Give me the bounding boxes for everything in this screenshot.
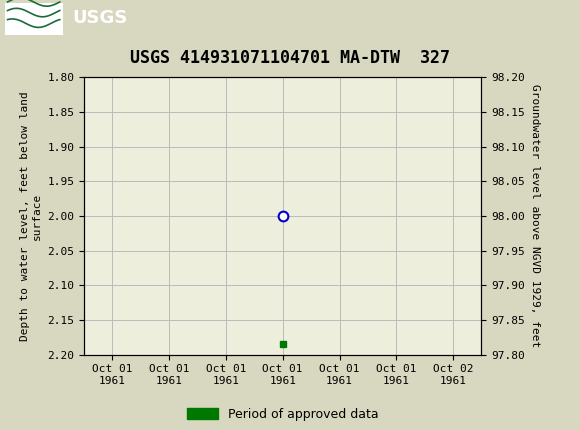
FancyBboxPatch shape [5,3,63,35]
Text: USGS 414931071104701 MA-DTW  327: USGS 414931071104701 MA-DTW 327 [130,49,450,67]
Y-axis label: Groundwater level above NGVD 1929, feet: Groundwater level above NGVD 1929, feet [531,84,541,348]
Legend: Period of approved data: Period of approved data [182,403,384,426]
Text: USGS: USGS [72,9,128,27]
Y-axis label: Depth to water level, feet below land
surface: Depth to water level, feet below land su… [20,91,42,341]
